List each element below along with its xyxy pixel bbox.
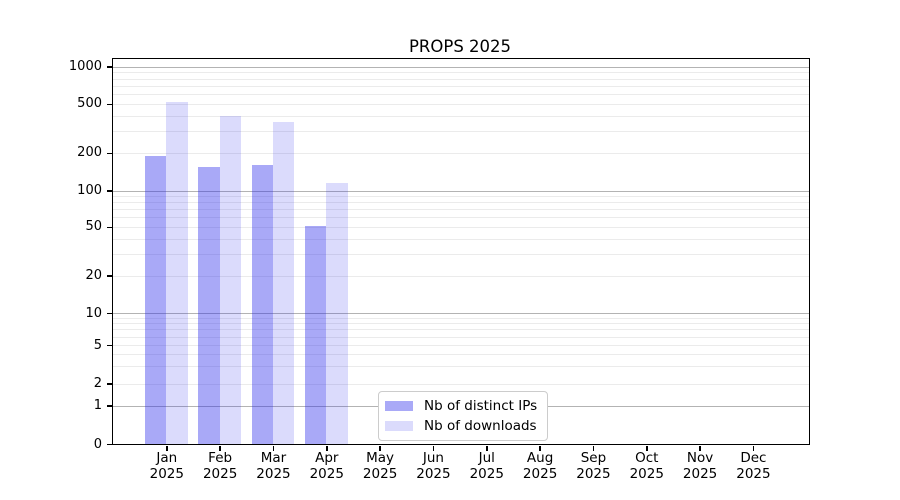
minor-gridline — [113, 217, 809, 219]
y-tick-mark — [107, 344, 113, 347]
minor-gridline — [113, 383, 809, 385]
minor-gridline — [113, 366, 809, 368]
x-tick-mark — [539, 446, 541, 451]
minor-gridline — [113, 253, 809, 255]
minor-gridline — [113, 209, 809, 211]
minor-gridline — [113, 131, 809, 133]
x-tick-label: Dec 2025 — [736, 450, 771, 482]
legend-item-downloads: Nb of downloads — [385, 416, 537, 436]
y-tick-label: 10 — [85, 305, 102, 321]
y-tick-mark — [107, 275, 113, 277]
minor-gridline — [113, 103, 809, 105]
x-tick-label: Aug 2025 — [522, 450, 558, 482]
x-tick-mark — [752, 446, 755, 451]
x-tick-mark — [432, 446, 435, 451]
minor-gridline — [113, 329, 809, 331]
y-tick-label: 500 — [77, 96, 102, 112]
legend-swatch-distinct-ips — [385, 401, 413, 411]
x-tick-label: Mar 2025 — [256, 450, 291, 482]
x-tick-label: Apr 2025 — [309, 450, 344, 482]
minor-gridline — [113, 196, 809, 198]
y-tick-label: 5 — [93, 337, 102, 353]
plot-area — [112, 58, 810, 445]
x-tick-mark — [272, 446, 275, 451]
chart-title: PROPS 2025 — [408, 37, 512, 56]
legend-label-distinct-ips: Nb of distinct IPs — [424, 398, 538, 414]
x-tick-mark — [219, 446, 221, 451]
minor-gridline — [113, 202, 809, 204]
x-tick-label: Oct 2025 — [629, 450, 664, 482]
minor-gridline — [113, 226, 809, 228]
bar-downloads-mar — [272, 122, 295, 444]
y-tick-label: 50 — [85, 219, 102, 235]
major-gridline — [113, 190, 809, 192]
y-tick-mark — [107, 312, 113, 315]
x-tick-mark — [486, 446, 488, 451]
x-tick-mark — [326, 446, 328, 451]
y-tick-label: 100 — [77, 183, 102, 198]
y-tick-mark — [107, 103, 113, 106]
x-tick-mark — [379, 446, 381, 451]
y-tick-mark — [107, 152, 113, 155]
y-tick-mark — [107, 66, 113, 68]
y-tick-mark — [107, 190, 113, 192]
x-tick-label: Jun 2025 — [416, 450, 451, 482]
y-tick-label: 20 — [85, 268, 102, 283]
y-tick-label: 2 — [93, 376, 102, 391]
bar-downloads-jan — [166, 101, 188, 444]
x-tick-label: Jul 2025 — [469, 450, 504, 482]
legend-item-distinct-ips: Nb of distinct IPs — [385, 396, 537, 416]
legend-swatch-downloads — [385, 421, 413, 431]
minor-gridline — [113, 115, 809, 117]
minor-gridline — [113, 336, 809, 338]
x-tick-label: Jan 2025 — [149, 450, 184, 482]
minor-gridline — [113, 93, 809, 95]
y-tick-mark — [107, 226, 113, 229]
y-tick-mark — [107, 443, 113, 446]
bar-distinct-ips-apr — [304, 225, 327, 444]
minor-gridline — [113, 354, 809, 356]
y-tick-label: 1000 — [68, 59, 102, 74]
bar-distinct-ips-feb — [198, 167, 220, 444]
x-tick-label: Feb 2025 — [202, 450, 238, 482]
x-tick-mark — [646, 446, 648, 451]
x-tick-mark — [699, 446, 701, 451]
bar-downloads-feb — [219, 115, 241, 444]
minor-gridline — [113, 317, 809, 319]
y-tick-label: 200 — [77, 145, 102, 161]
x-tick-mark — [592, 446, 595, 451]
x-tick-mark — [166, 446, 168, 451]
minor-gridline — [113, 323, 809, 325]
x-tick-label: Sep 2025 — [576, 450, 611, 482]
minor-gridline — [113, 72, 809, 74]
legend: Nb of distinct IPs Nb of downloads — [378, 391, 549, 441]
x-tick-label: Nov 2025 — [682, 450, 718, 482]
minor-gridline — [113, 78, 809, 80]
minor-gridline — [113, 238, 809, 240]
minor-gridline — [113, 345, 809, 346]
minor-gridline — [113, 85, 809, 87]
y-tick-mark — [107, 405, 113, 407]
major-gridline — [113, 66, 809, 68]
y-tick-label: 0 — [93, 436, 102, 452]
minor-gridline — [113, 275, 809, 277]
bar-downloads-apr — [326, 182, 348, 444]
y-tick-label: 1 — [93, 398, 102, 413]
bar-distinct-ips-jan — [145, 155, 167, 444]
major-gridline — [113, 313, 809, 314]
bar-distinct-ips-mar — [251, 164, 273, 444]
x-tick-label: May 2025 — [362, 450, 398, 482]
legend-label-downloads: Nb of downloads — [424, 418, 537, 434]
y-tick-mark — [107, 383, 113, 385]
minor-gridline — [113, 152, 809, 154]
